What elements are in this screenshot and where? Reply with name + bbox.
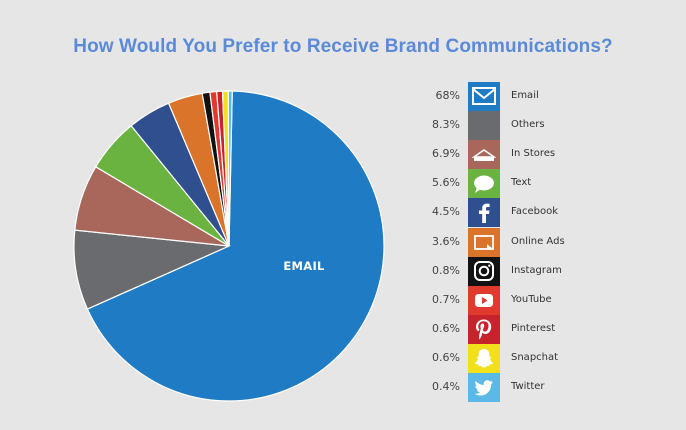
- legend-item-instagram: 0.8% Instagram: [418, 256, 668, 286]
- twitter-bird-icon: [468, 373, 500, 402]
- pie-center-label: EMAIL: [283, 259, 325, 273]
- legend-swatch: [468, 111, 500, 141]
- legend-item-in-stores: 6.9% In Stores: [418, 140, 668, 170]
- legend-value: 68%: [435, 89, 460, 102]
- legend-label: Online Ads: [511, 235, 565, 247]
- ad-window-icon: [468, 227, 500, 257]
- legend-value: 4.5%: [432, 205, 460, 219]
- legend-value: 3.6%: [432, 234, 460, 248]
- store-awning-icon: [468, 140, 500, 170]
- legend-value: 0.4%: [432, 380, 460, 393]
- legend-item-youtube: 0.7% YouTube: [418, 285, 668, 315]
- legend-label: Snapchat: [511, 351, 559, 363]
- legend-value: 5.6%: [432, 176, 460, 190]
- pie-slice-email: [86, 90, 385, 402]
- legend-item-facebook: 4.5% Facebook: [418, 198, 668, 228]
- pinterest-icon: [468, 314, 500, 344]
- legend-item-pinterest: 0.6% Pinterest: [418, 314, 668, 344]
- legend-label: Instagram: [511, 264, 562, 276]
- legend-value: 6.9%: [432, 147, 460, 161]
- legend-item-text: 5.6% Text: [418, 169, 668, 199]
- legend-label: In Stores: [511, 148, 556, 160]
- legend-value: 0.7%: [432, 292, 460, 306]
- legend-item-snapchat: 0.6% Snapchat: [418, 343, 668, 373]
- facebook-icon: [468, 198, 500, 228]
- legend-label: Text: [511, 177, 532, 189]
- legend-label: Twitter: [511, 381, 545, 392]
- legend-item-email: 68% Email: [418, 82, 668, 111]
- legend-label: Facebook: [511, 206, 558, 218]
- instagram-icon: [468, 256, 500, 286]
- snapchat-ghost-icon: [468, 343, 500, 373]
- envelope-icon: [468, 82, 500, 111]
- legend-value: 0.6%: [432, 350, 460, 364]
- pie-slices: [73, 90, 385, 402]
- legend-value: 0.8%: [432, 263, 460, 277]
- pie-slice-twitter: [227, 90, 233, 247]
- chat-bubble-icon: [468, 169, 500, 199]
- legend-label: Pinterest: [511, 322, 556, 334]
- legend-item-online-ads: 3.6% Online Ads: [418, 227, 668, 257]
- legend-item-twitter: 0.4% Twitter: [418, 373, 668, 402]
- legend-value: 8.3%: [432, 118, 460, 132]
- legend-label: Email: [511, 90, 539, 101]
- legend-value: 0.6%: [432, 321, 460, 335]
- youtube-icon: [468, 285, 500, 315]
- legend-item-others: 8.3% Others: [418, 111, 668, 141]
- chart-title: How Would You Prefer to Receive Brand Co…: [73, 36, 613, 57]
- legend-label: Others: [511, 119, 545, 131]
- legend-label: YouTube: [511, 293, 552, 305]
